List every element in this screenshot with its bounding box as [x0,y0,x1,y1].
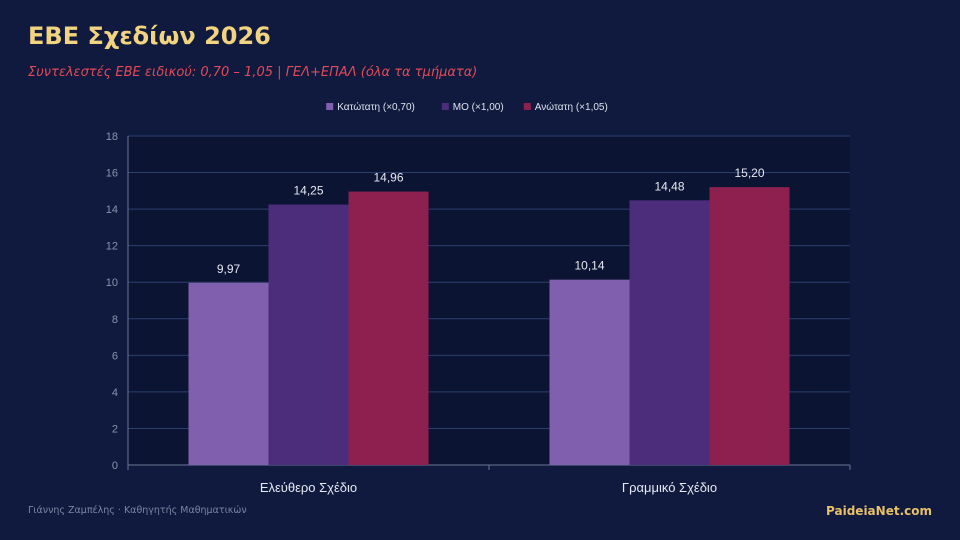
y-tick-label: 16 [106,168,118,180]
page-subtitle: Συντελεστές ΕΒΕ ειδικού: 0,70 – 1,05 | Γ… [28,65,478,80]
bar [348,191,429,465]
bar-chart: 0 2 4 6 8 10 12 14 16 18 9,97 14,25 14,96 Ελεύθερο Σχ… [106,101,851,495]
y-tick-label: 2 [112,423,118,435]
x-tick-label: Ελεύθερο Σχέδιο [260,480,357,495]
data-label: 14,25 [293,184,323,198]
bar [188,282,269,465]
data-label: 9,97 [217,262,241,276]
x-tick-label: Γραμμικό Σχέδιο [622,480,717,495]
data-label: 10,14 [574,259,604,273]
legend-label: Κατώτατη (×0,70) [337,101,415,113]
y-tick-label: 14 [106,204,118,216]
y-tick-label: 4 [112,387,118,399]
legend-label: ΜΟ (×1,00) [453,102,504,113]
data-label: 14,96 [373,171,403,185]
y-tick-label: 8 [112,314,118,326]
legend-swatch [523,103,531,110]
bar [268,204,349,465]
page-title: ΕΒΕ Σχεδίων 2026 [28,22,271,50]
bar [549,279,630,465]
y-tick-label: 18 [106,131,118,143]
data-label: 15,20 [734,166,764,180]
y-tick-label: 0 [112,460,118,472]
legend-label: Ανώτατη (×1,05) [535,101,608,113]
bar [709,187,790,465]
legend-swatch [326,103,334,110]
y-tick-label: 12 [106,241,118,253]
y-tick-label: 10 [106,277,118,289]
bar [629,200,710,466]
data-label: 14,48 [654,179,684,193]
y-tick-label: 6 [112,350,118,362]
legend-swatch [441,103,449,110]
author-credit: Γιάννης Ζαμπέλης · Καθηγητής Μαθηματικών [28,505,247,516]
brand-link[interactable]: PaideiaNet.com [826,504,932,518]
